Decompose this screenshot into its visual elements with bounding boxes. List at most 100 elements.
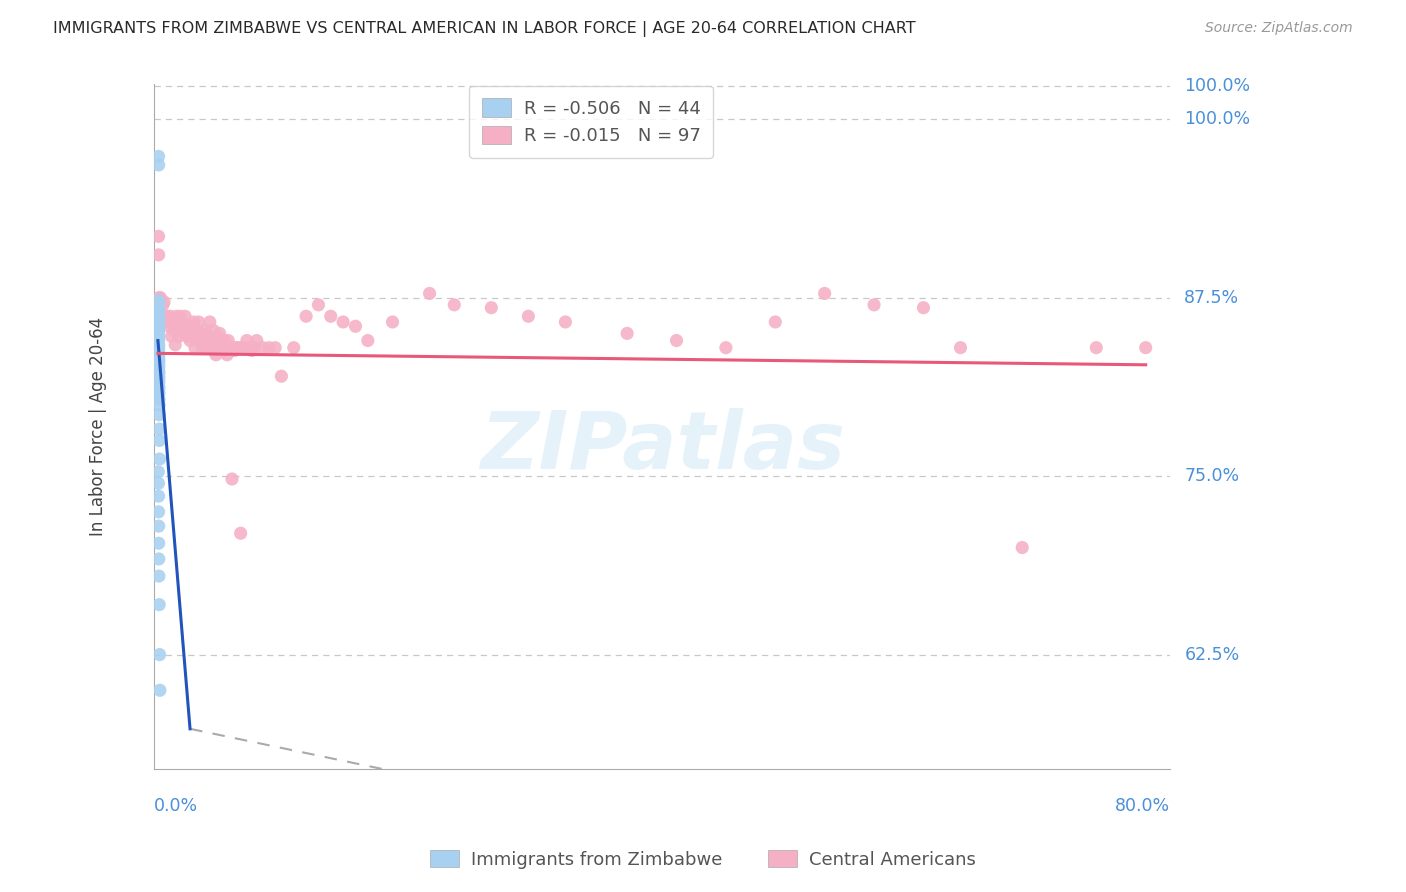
Point (246, 334, 269, 348)
Point (283, 341, 305, 355)
Point (215, 341, 238, 355)
Point (148, 355, 170, 369)
Point (166, 310, 188, 324)
Point (148, 505, 170, 519)
Point (188, 334, 211, 348)
Point (205, 329, 228, 343)
Point (148, 312, 170, 326)
Point (238, 341, 260, 355)
Point (148, 319, 170, 334)
Point (332, 315, 354, 329)
Point (176, 329, 198, 343)
Point (148, 348, 170, 362)
Point (226, 341, 249, 355)
Text: IMMIGRANTS FROM ZIMBABWE VS CENTRAL AMERICAN IN LABOR FORCE | AGE 20-64 CORRELAT: IMMIGRANTS FROM ZIMBABWE VS CENTRAL AMER… (53, 21, 917, 37)
Point (208, 326, 231, 341)
Point (295, 310, 318, 324)
Point (198, 315, 221, 329)
Point (174, 310, 197, 324)
Legend: R = -0.506   N = 44, R = -0.015   N = 97: R = -0.506 N = 44, R = -0.015 N = 97 (470, 86, 713, 158)
Point (190, 326, 212, 341)
Point (221, 472, 243, 486)
Point (148, 375, 170, 389)
Point (191, 341, 214, 355)
Point (160, 329, 183, 343)
Point (207, 341, 229, 355)
Point (211, 334, 233, 348)
Point (222, 341, 245, 355)
Text: 80.0%: 80.0% (1115, 797, 1170, 814)
Point (148, 334, 170, 348)
Point (148, 381, 170, 395)
Point (863, 298, 886, 312)
Point (949, 341, 972, 355)
Text: 0.0%: 0.0% (155, 797, 198, 814)
Point (148, 489, 170, 503)
Point (148, 598, 170, 612)
Point (149, 683, 172, 698)
Point (193, 329, 215, 343)
Point (224, 343, 246, 358)
Point (270, 369, 292, 384)
Point (319, 310, 342, 324)
Point (148, 363, 170, 377)
Point (153, 295, 176, 310)
Point (148, 229, 170, 244)
Point (714, 341, 737, 355)
Text: In Labor Force | Age 20-64: In Labor Force | Age 20-64 (90, 317, 107, 536)
Point (172, 319, 194, 334)
Point (357, 334, 380, 348)
Point (148, 386, 170, 401)
Point (214, 334, 236, 348)
Point (148, 305, 170, 319)
Point (148, 359, 170, 374)
Point (148, 310, 170, 324)
Legend: Immigrants from Zimbabwe, Central Americans: Immigrants from Zimbabwe, Central Americ… (423, 843, 983, 876)
Point (184, 341, 207, 355)
Point (226, 341, 249, 355)
Point (148, 341, 170, 355)
Point (156, 315, 179, 329)
Point (148, 352, 170, 367)
Point (240, 343, 263, 358)
Point (205, 348, 228, 362)
Point (218, 341, 240, 355)
Point (344, 319, 367, 334)
Point (195, 341, 218, 355)
Point (167, 329, 190, 343)
Point (148, 422, 170, 436)
Point (252, 341, 274, 355)
Text: 62.5%: 62.5% (1184, 646, 1240, 664)
Point (148, 519, 170, 533)
Point (148, 296, 170, 310)
Point (479, 301, 502, 315)
Point (148, 158, 170, 172)
Point (212, 343, 235, 358)
Point (148, 149, 170, 163)
Point (233, 341, 256, 355)
Point (179, 334, 201, 348)
Point (443, 298, 465, 312)
Point (183, 315, 205, 329)
Point (155, 310, 177, 324)
Point (187, 315, 209, 329)
Point (217, 334, 239, 348)
Point (148, 536, 170, 550)
Point (148, 370, 170, 384)
Point (148, 291, 170, 305)
Point (152, 298, 174, 312)
Point (162, 315, 184, 329)
Text: 100.0%: 100.0% (1184, 78, 1250, 95)
Point (381, 315, 404, 329)
Point (1011, 541, 1033, 555)
Point (554, 315, 576, 329)
Point (148, 408, 170, 422)
Point (148, 465, 170, 479)
Point (186, 329, 208, 343)
Point (257, 341, 280, 355)
Text: ZIPatlas: ZIPatlas (479, 408, 845, 486)
Point (173, 326, 195, 341)
Point (194, 324, 217, 338)
Point (264, 341, 287, 355)
Point (148, 648, 170, 662)
